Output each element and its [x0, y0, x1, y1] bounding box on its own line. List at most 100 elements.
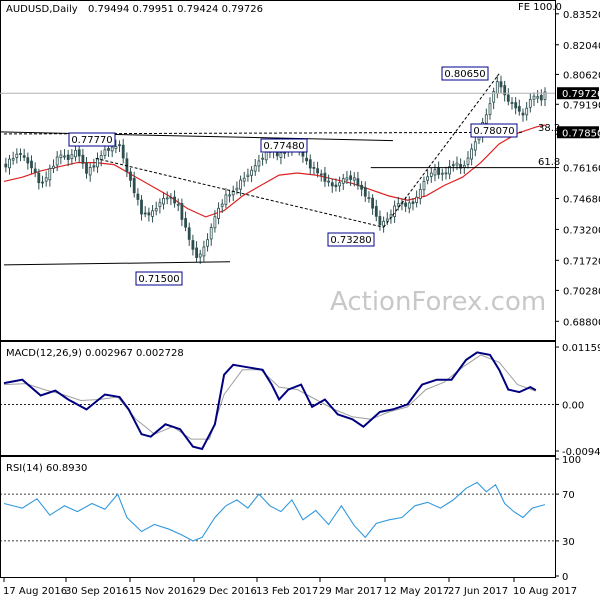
candle-body: [99, 154, 103, 161]
candle-body: [169, 196, 173, 199]
x-tick-label: 15 Nov 2016: [129, 586, 193, 597]
candle-body: [158, 202, 162, 208]
candle-body: [316, 168, 320, 174]
candle-body: [22, 155, 26, 158]
candle-body: [26, 157, 30, 164]
x-tick-label: 10 Aug 2017: [513, 586, 577, 597]
pivot-label-box: [135, 271, 183, 286]
candle-body: [48, 168, 52, 181]
rsi-line: [3, 481, 546, 542]
header-ohlc: 0.79494 0.79951 0.79424 0.79726: [88, 4, 263, 15]
candle-body: [283, 151, 287, 154]
fib-label-61: 61.8: [538, 157, 560, 168]
candle-body: [330, 182, 334, 187]
candle-body: [327, 180, 331, 183]
candle-body: [103, 149, 107, 156]
candle-body: [308, 159, 312, 169]
candle-body: [11, 158, 15, 161]
projection-line-b: [383, 73, 500, 228]
rsi-tick-label: 0: [562, 572, 568, 583]
pivot-label-text: 0.77770: [71, 135, 112, 146]
trendline-lower: [3, 261, 231, 266]
candle-body: [418, 188, 422, 199]
candle-body: [96, 157, 99, 168]
candle-body: [143, 212, 147, 215]
candle-body: [187, 227, 191, 240]
macd-tick-label: 0.01159: [562, 343, 600, 354]
candle-body: [499, 81, 503, 88]
candle-body: [55, 156, 59, 166]
level-box: [557, 126, 599, 139]
candle-body: [396, 203, 400, 207]
candle-body: [319, 173, 323, 176]
candle-body: [341, 178, 345, 184]
candle-body: [198, 253, 202, 258]
candle-body: [154, 207, 158, 212]
candle-body: [470, 148, 474, 160]
candle-body: [209, 227, 213, 240]
candle-body: [338, 182, 342, 187]
candle-body: [88, 166, 92, 176]
candle-body: [15, 153, 19, 158]
pivot-label-box: [441, 66, 489, 81]
pivot-label-text: 0.80650: [444, 69, 485, 80]
candle-body: [92, 165, 96, 168]
watermark: ActionForex.com: [330, 287, 546, 317]
candle-body: [422, 180, 426, 191]
candle-body: [136, 193, 140, 200]
candle-body: [532, 95, 536, 100]
candle-body: [367, 197, 371, 200]
candle-body: [536, 96, 540, 99]
pivot-label-0-73280: 0.73280: [327, 232, 375, 247]
candle-body: [261, 157, 265, 160]
pivot-label-0-80650: 0.80650: [441, 66, 489, 81]
candle-body: [433, 169, 437, 176]
candle-body: [30, 160, 33, 169]
candle-body: [374, 206, 378, 217]
candle-body: [525, 107, 529, 116]
candle-body: [349, 175, 353, 180]
candle-body: [393, 205, 397, 218]
candle-body: [514, 102, 518, 109]
rsi-tick-label: 70: [562, 490, 575, 501]
candle-body: [279, 152, 283, 158]
candle-body: [37, 172, 41, 184]
candle-body: [202, 246, 206, 257]
pivot-label-box: [68, 132, 116, 147]
candle-body: [63, 155, 66, 158]
last-price-text: 0.79726: [562, 89, 600, 100]
candle-body: [415, 196, 419, 203]
macd-tick-label: -0.00940: [562, 447, 600, 458]
candle-body: [195, 247, 199, 259]
macd-line: [3, 351, 537, 451]
candle-body: [466, 157, 470, 165]
candle-body: [132, 177, 136, 194]
candle-body: [459, 163, 463, 169]
header-symbol: AUDUSD,Daily: [6, 4, 78, 15]
candle-body: [510, 102, 514, 104]
candle-body: [81, 154, 85, 164]
candle-body: [239, 179, 243, 190]
candle-body: [473, 141, 477, 151]
candle-body: [305, 157, 309, 162]
rsi-label: RSI(14) 60.8930: [6, 463, 87, 474]
pivot-label-box: [260, 138, 308, 153]
fib-label-38: 38.2: [538, 123, 560, 134]
projection-line-a: [95, 157, 384, 228]
fe-label: FE 100.0: [518, 2, 562, 13]
candle-body: [440, 172, 444, 175]
candle-body: [191, 240, 195, 250]
candle-body: [228, 194, 232, 197]
candle-body: [506, 94, 510, 102]
candle-body: [44, 177, 48, 182]
candle-body: [213, 216, 217, 229]
candle-body: [253, 165, 257, 172]
pivot-label-0-71500: 0.71500: [135, 271, 183, 286]
candle-body: [312, 166, 316, 169]
pivot-label-0-78070: 0.78070: [470, 123, 518, 138]
x-tick-label: 12 May 2017: [384, 586, 449, 597]
